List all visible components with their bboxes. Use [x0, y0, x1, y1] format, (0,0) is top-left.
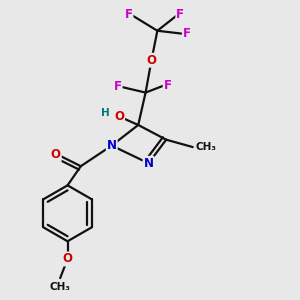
Text: F: F	[176, 8, 184, 21]
Text: F: F	[124, 8, 133, 21]
Text: CH₃: CH₃	[50, 282, 71, 292]
Text: F: F	[114, 80, 122, 93]
Text: CH₃: CH₃	[196, 142, 217, 152]
Text: N: N	[143, 157, 154, 170]
Text: N: N	[107, 139, 117, 152]
Text: O: O	[63, 252, 73, 266]
Text: O: O	[114, 110, 124, 123]
Text: H: H	[101, 108, 110, 118]
Text: F: F	[183, 27, 191, 40]
Text: F: F	[164, 79, 172, 92]
Text: O: O	[51, 148, 61, 161]
Text: O: O	[146, 54, 157, 67]
